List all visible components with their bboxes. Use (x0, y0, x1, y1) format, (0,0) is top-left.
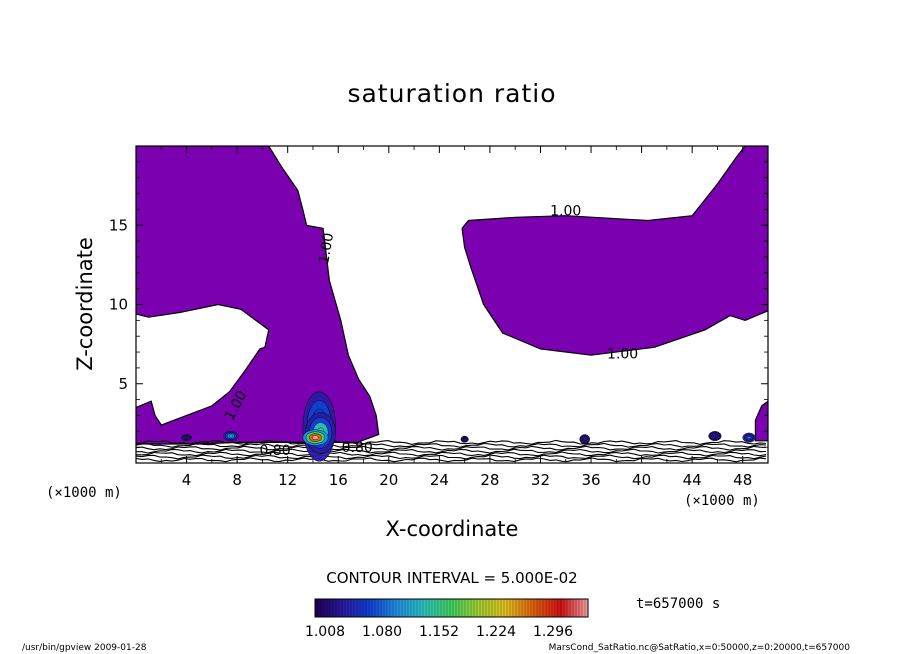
y-tick-label: 10 (109, 296, 128, 314)
contour-label: 0.80 (342, 440, 373, 456)
x-tick-label: 28 (480, 471, 499, 489)
contour-label: 0.80 (259, 443, 290, 459)
chart-title: saturation ratio (347, 79, 556, 108)
y-axis-label: Z-coordinate (73, 237, 97, 371)
y-tick-label: 15 (109, 216, 128, 234)
hotspot-mark (228, 434, 233, 438)
hotspot-mark (312, 435, 319, 440)
colorbar-gradient (314, 598, 589, 618)
surface-contour-line (136, 442, 767, 448)
surface-contour-line (136, 445, 767, 451)
contour-label: 1.00 (550, 204, 581, 220)
x-tick-label: 48 (733, 471, 752, 489)
x-tick-label: 4 (182, 471, 192, 489)
surface-contour-line (136, 454, 767, 460)
region-upper-left (136, 146, 380, 445)
hotspot-mark (463, 438, 466, 441)
region-lower-right (754, 400, 768, 442)
x-tick-label: 40 (632, 471, 651, 489)
colorbar: 1.008 1.080 1.152 1.224 1.296 (305, 598, 589, 640)
x-tick-label: 12 (278, 471, 297, 489)
footer-left: /usr/bin/gpview 2009-01-28 (22, 643, 147, 653)
contour-label: 1.00 (316, 232, 337, 265)
hotspot-mark (713, 434, 717, 438)
surface-contour-line (136, 457, 767, 463)
x-axis-label: X-coordinate (386, 517, 519, 541)
footer-right: MarsCond_SatRatio.nc@SatRatio,x=0:50000,… (549, 643, 851, 653)
colorbar-tick-label: 1.224 (476, 624, 516, 640)
region-upper-right (461, 146, 768, 356)
hotspot-mark (185, 436, 189, 439)
x-tick-label: 32 (531, 471, 550, 489)
contour-label: 1.00 (607, 346, 638, 362)
time-label: t=657000 s (636, 596, 720, 612)
x-tick-label: 8 (232, 471, 242, 489)
surface-contour-line (136, 448, 767, 454)
colorbar-tick-label: 1.008 (305, 624, 345, 640)
colorbar-tick-label: 1.080 (362, 624, 402, 640)
hotspot-mark (747, 436, 751, 440)
colorbar-tick-label: 1.152 (419, 624, 459, 640)
x-tick-label: 44 (683, 471, 702, 489)
surface-contour-line (136, 451, 767, 457)
x-unit-label-right: (×1000 m) (684, 493, 760, 509)
plot-area: 1.001.001.001.000.80 0.804 8 12 16 20 24 28 32 36… (109, 145, 769, 489)
hotspot-mark (583, 437, 587, 441)
y-tick-label: 5 (118, 375, 128, 393)
x-tick-label: 16 (329, 471, 348, 489)
x-tick-label: 20 (379, 471, 398, 489)
colorbar-tick-label: 1.296 (533, 624, 573, 640)
x-tick-label: 24 (430, 471, 449, 489)
surface-contour-line (136, 439, 767, 445)
x-tick-label: 36 (581, 471, 600, 489)
contour-interval-label: CONTOUR INTERVAL = 5.000E-02 (326, 569, 577, 587)
contour-layer (136, 146, 768, 463)
x-unit-label-left: (×1000 m) (46, 485, 122, 501)
